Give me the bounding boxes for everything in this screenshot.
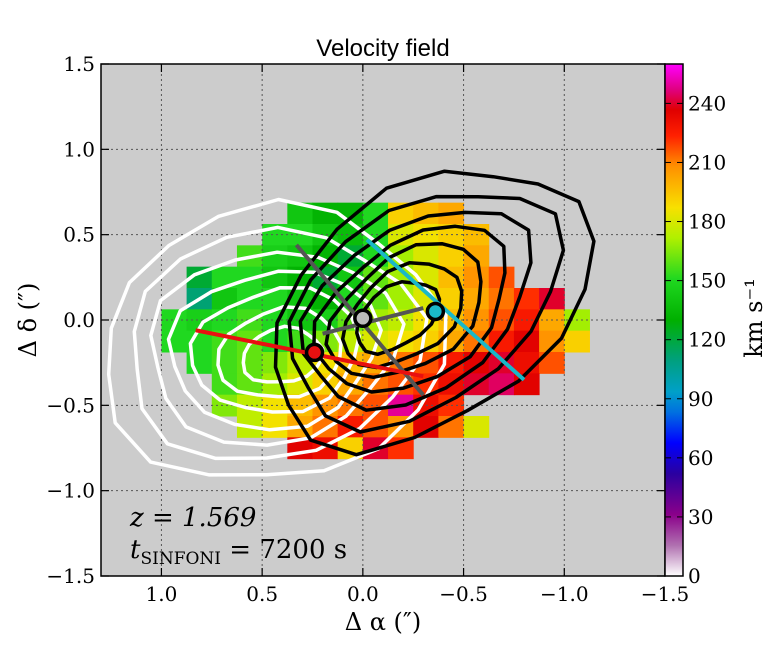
velocity-pixel-r2-c9 xyxy=(463,245,490,268)
velocity-pixel-r6-c14 xyxy=(513,330,540,353)
y-tick-label-2: 0.5 xyxy=(63,223,95,247)
white-contour-4 xyxy=(188,285,361,414)
x-tick-label-5: −1.5 xyxy=(641,582,690,606)
cyan-axis xyxy=(365,238,526,382)
velocity-pixel-r10-c1 xyxy=(262,416,288,438)
colorbar-tick-label-1: 30 xyxy=(688,505,713,529)
velocity-pixel-r6-c0 xyxy=(161,330,188,353)
velocity-pixel-r6-c16 xyxy=(564,330,590,353)
black-contour-4 xyxy=(324,241,483,380)
velocity-pixel-r10-c7 xyxy=(413,416,439,438)
black-contour-3 xyxy=(312,224,507,394)
x-tick-label-2: 0.0 xyxy=(347,582,379,606)
y-tick-label-1: 1.0 xyxy=(63,137,95,161)
colorbar-label: km s⁻¹ xyxy=(740,278,768,358)
colorbar xyxy=(664,63,684,577)
redshift-annotation: z = 1.569 xyxy=(129,503,256,533)
velocity-pixel-r2-c4 xyxy=(337,245,364,268)
y-tick-label-0: 1.5 xyxy=(63,52,95,76)
x-axis-ticks: 1.0 0.5 0.0 −0.5 −1.0 −1.5 xyxy=(146,64,690,606)
x-tick-label-0: 1.0 xyxy=(146,582,178,606)
contours xyxy=(106,169,596,477)
velocity-pixel-r3-c11 xyxy=(463,266,490,289)
colorbar-tick-label-7: 210 xyxy=(688,150,726,174)
y-tick-label-3: 0.0 xyxy=(63,308,95,332)
black-contour-1 xyxy=(287,194,566,434)
velocity-pixel-r8-c11 xyxy=(488,373,515,396)
velocity-pixel-r4-c1 xyxy=(211,288,238,310)
velocity-pixel-r7-c1 xyxy=(211,352,238,374)
y-tick-label-4: −0.5 xyxy=(46,393,95,417)
white-contour-1 xyxy=(132,225,429,461)
velocity-pixel-r5-c0 xyxy=(161,309,188,332)
velocity-pixel-r6-c12 xyxy=(463,330,490,353)
white-contour-2 xyxy=(149,250,406,447)
velocity-pixel-r7-c2 xyxy=(236,352,263,374)
colorbar-tick-label-2: 60 xyxy=(688,446,713,470)
velocity-pixel-r8-c0 xyxy=(211,373,238,396)
x-axis-label: Δ α (″) xyxy=(345,608,422,636)
velocity-pixel-r0-c3 xyxy=(362,202,389,225)
white-contour-6 xyxy=(241,324,325,384)
exposure-subscript: SINFONI xyxy=(140,549,221,569)
y-tick-label-6: −1.5 xyxy=(46,564,95,588)
red-component-marker xyxy=(304,342,325,363)
velocity-pixel-r0-c0 xyxy=(287,202,313,225)
velocity-pixel-r10-c9 xyxy=(463,416,490,438)
velocity-pixel-r4-c11 xyxy=(463,288,490,310)
velocity-pixel-r3-c12 xyxy=(488,266,515,289)
velocity-pixel-r2-c8 xyxy=(438,245,465,268)
exposure-symbol: t xyxy=(130,535,141,565)
colorbar-ticks: 0 30 60 90 120 150 180 210 240 xyxy=(665,91,726,588)
velocity-pixel-r2-c1 xyxy=(262,245,288,268)
velocity-pixel-r6-c15 xyxy=(539,330,565,353)
colorbar-tick-label-3: 90 xyxy=(688,387,713,411)
cyan-component-marker xyxy=(425,301,446,322)
velocity-pixel-r7-c11 xyxy=(463,352,490,374)
colorbar-tick-label-5: 150 xyxy=(688,269,726,293)
component-markers xyxy=(304,301,446,363)
white-contour-3 xyxy=(166,269,383,432)
velocity-pixel-r4-c10 xyxy=(438,288,465,310)
x-tick-label-4: −1.0 xyxy=(540,582,589,606)
y-axis-label: Δ δ (″) xyxy=(14,283,42,358)
black-contour-0 xyxy=(273,169,596,457)
exposure-annotation: tSINFONI = 7200 s xyxy=(130,535,347,569)
colorbar-tick-label-0: 0 xyxy=(688,564,701,588)
black-contour-6 xyxy=(355,280,442,357)
colorbar-tick-label-6: 180 xyxy=(688,210,726,234)
white-contour-5 xyxy=(216,304,343,399)
y-axis-ticks: 1.5 1.0 0.5 0.0 −0.5 −1.0 −1.5 xyxy=(46,52,665,588)
velocity-pixel-r8-c3 xyxy=(287,373,313,396)
velocity-pixel-r5-c1 xyxy=(186,309,213,332)
black-contour-2 xyxy=(298,210,533,412)
center-component-marker xyxy=(353,308,373,329)
x-tick-label-1: 0.5 xyxy=(246,582,278,606)
velocity-pixel-r5-c2 xyxy=(211,309,238,332)
black-contour-5 xyxy=(340,260,464,370)
colorbar-tick-label-8: 240 xyxy=(688,91,726,115)
velocity-pixel-r0-c1 xyxy=(312,202,339,225)
y-tick-label-5: −1.0 xyxy=(46,479,95,503)
grey-axis-b xyxy=(322,306,424,336)
velocity-pixel-r3-c1 xyxy=(211,266,238,289)
velocity-pixel-r7-c14 xyxy=(539,352,565,374)
chart-title: Velocity field xyxy=(316,35,449,62)
velocity-pixel-r4-c12 xyxy=(488,288,515,310)
x-tick-label-3: −0.5 xyxy=(439,582,488,606)
exposure-value: = 7200 s xyxy=(221,535,347,565)
colorbar-tick-label-4: 120 xyxy=(688,328,726,352)
